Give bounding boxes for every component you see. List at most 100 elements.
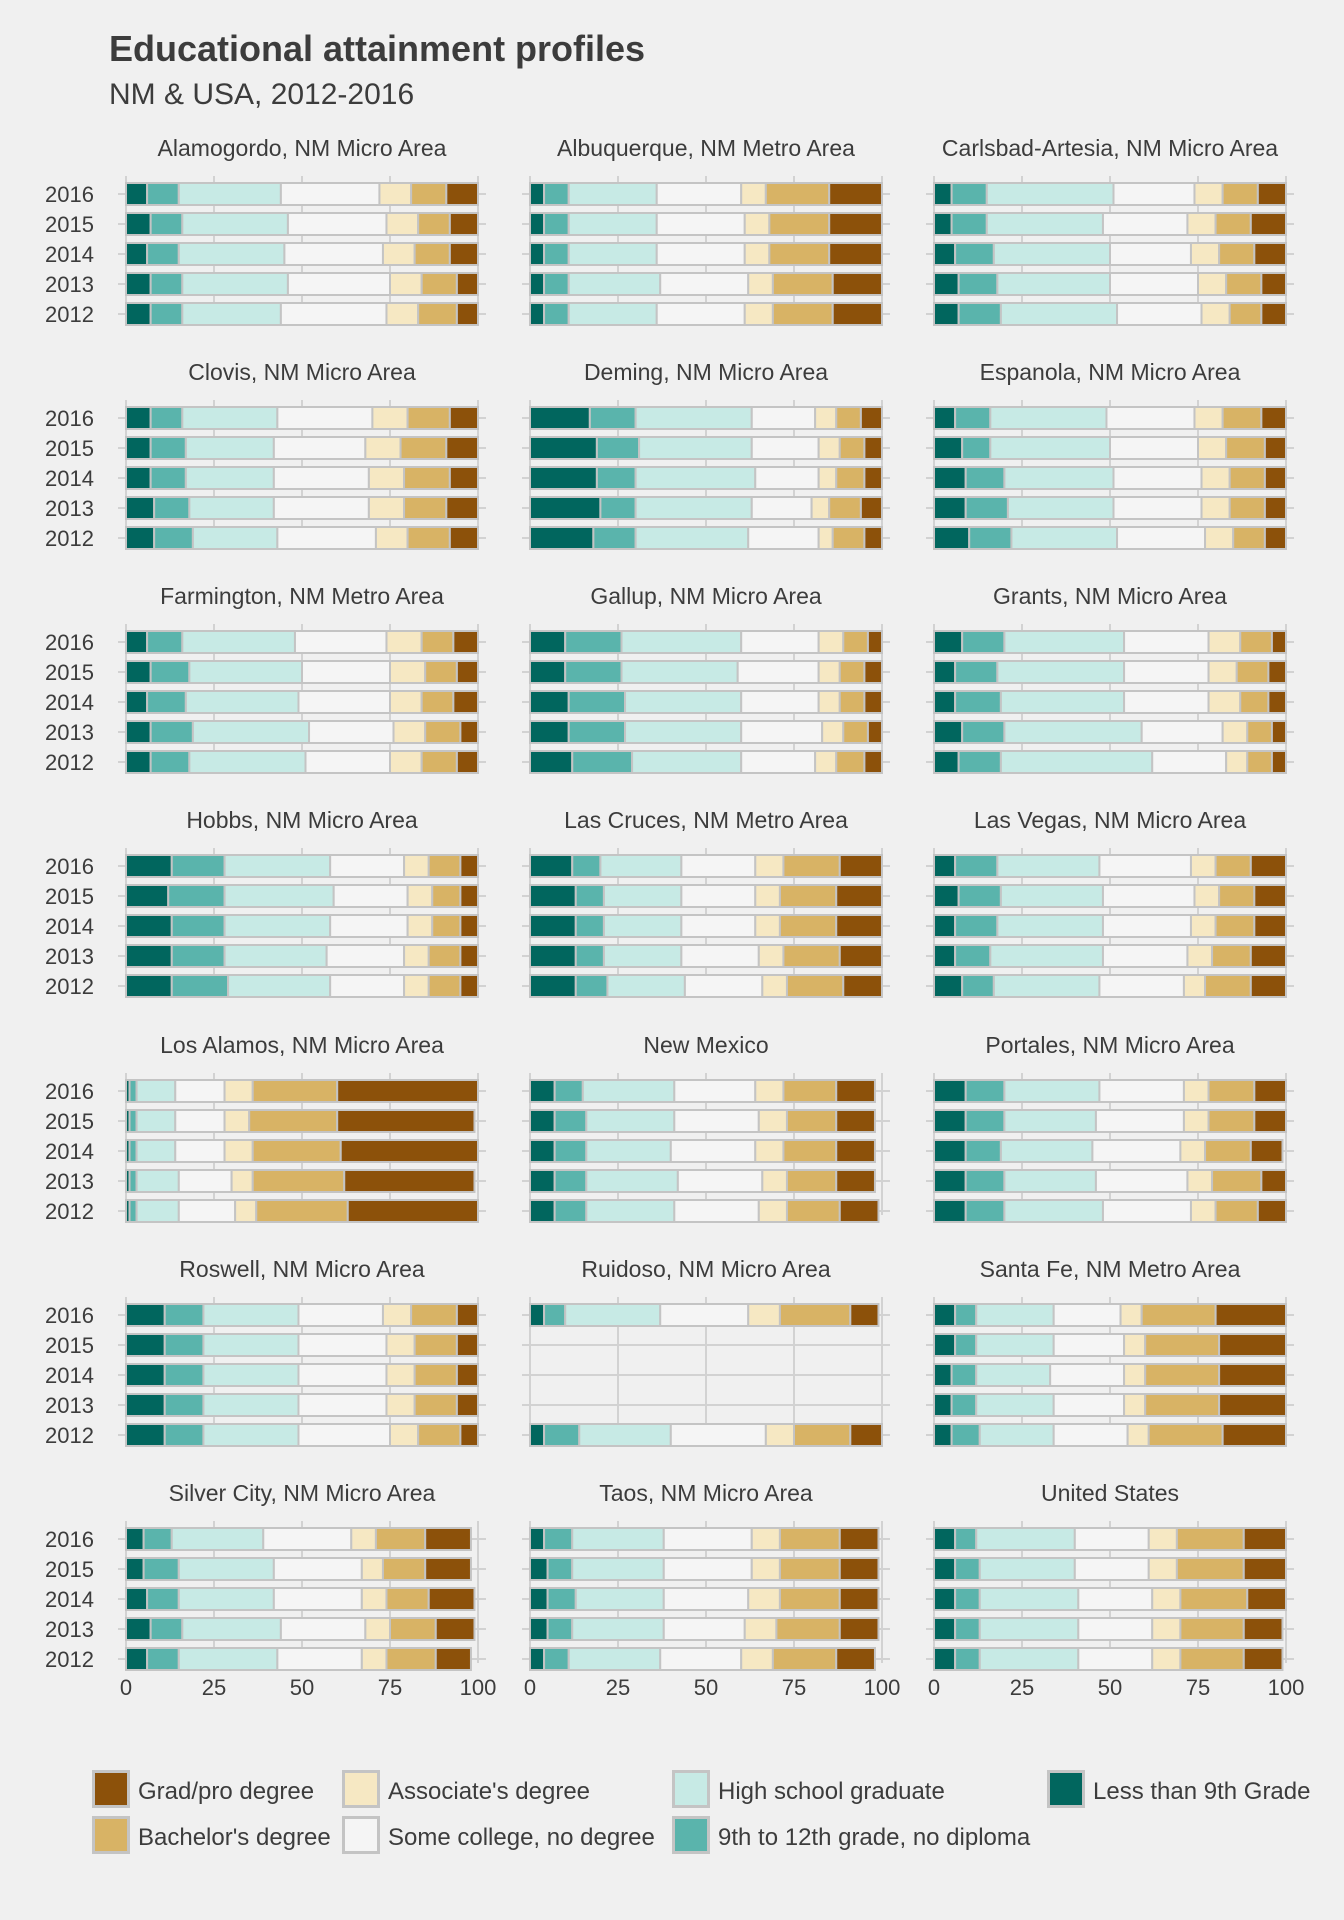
bar-segment: Ruidoso, NM Micro Area 2012 – Bachelor's… [793, 1423, 852, 1447]
bar-segment: Hobbs, NM Micro Area 2013 – Grad/pro deg… [459, 944, 479, 968]
bar-segment: United States 2014 – Less than 9th Grade… [933, 1587, 957, 1611]
bar-segment: Silver City, NM Micro Area 2013 – Grad/p… [434, 1617, 476, 1641]
bar-segment: Taos, NM Micro Area 2015 – Associate's d… [750, 1557, 781, 1581]
bar-segment: Las Vegas, NM Micro Area 2016 – Associat… [1189, 854, 1217, 878]
bar-segment: Taos, NM Micro Area 2013 – Associate's d… [743, 1617, 778, 1641]
bar-segment: Alamogordo, NM Micro Area 2012 – Bachelo… [417, 302, 458, 326]
bar-segment: Roswell, NM Micro Area 2014 – Some colle… [297, 1363, 388, 1387]
bar-segment: Albuquerque, NM Metro Area 2014 – Associ… [743, 242, 771, 266]
bar-segment: Farmington, NM Metro Area 2014 – Bachelo… [420, 690, 455, 714]
bar-segment: Deming, NM Micro Area 2013 – Less than 9… [529, 496, 602, 520]
facet-title: Silver City, NM Micro Area [169, 1480, 436, 1506]
bar-segment: Santa Fe, NM Metro Area 2012 – Bachelor'… [1147, 1423, 1224, 1447]
bar-segment: Santa Fe, NM Metro Area 2012 – Some coll… [1052, 1423, 1129, 1447]
bar-segment: Silver City, NM Micro Area 2012 – Some c… [276, 1647, 363, 1671]
bar-segment: Santa Fe, NM Metro Area 2012 – High scho… [978, 1423, 1055, 1447]
bar-segment: Grants, NM Micro Area 2013 – High school… [1003, 720, 1143, 744]
bar-segment: Albuquerque, NM Metro Area 2013 – High s… [567, 272, 662, 296]
bar-segment: Espanola, NM Micro Area 2016 – Less than… [933, 406, 957, 430]
bar-segment: Grants, NM Micro Area 2013 – Less than 9… [933, 720, 964, 744]
bar-segment: Los Alamos, NM Micro Area 2012 – Bachelo… [255, 1199, 349, 1223]
bar-segment: Los Alamos, NM Micro Area 2015 – Associa… [223, 1109, 251, 1133]
facet-title: Las Cruces, NM Metro Area [564, 807, 848, 833]
bar-segment: Las Cruces, NM Metro Area 2016 – High sc… [599, 854, 683, 878]
bar-segment: Portales, NM Micro Area 2016 – Bachelor'… [1207, 1079, 1256, 1103]
bar-segment: Gallup, NM Micro Area 2014 – Bachelor's … [838, 690, 866, 714]
bar-segment: Roswell, NM Micro Area 2014 – Less than … [125, 1363, 166, 1387]
bar-segment: Deming, NM Micro Area 2016 – Less than 9… [529, 406, 591, 430]
bar-segment: Las Cruces, NM Metro Area 2015 – Associa… [754, 884, 781, 908]
bar-segment: Roswell, NM Micro Area 2013 – Some colle… [297, 1393, 388, 1417]
bar-segment: Carlsbad-Artesia, NM Micro Area 2014 – A… [1189, 242, 1221, 266]
bar-segment: Las Cruces, NM Metro Area 2013 – Associa… [757, 944, 785, 968]
facet-title: Carlsbad-Artesia, NM Micro Area [942, 135, 1278, 161]
bar-segment: Gallup, NM Micro Area 2012 – High school… [631, 750, 743, 774]
bar-segment: Gallup, NM Micro Area 2013 – High school… [624, 720, 743, 744]
bar-segment: Las Cruces, NM Metro Area 2012 – Less th… [529, 974, 577, 998]
bar-segment: Carlsbad-Artesia, NM Micro Area 2014 – L… [933, 242, 957, 266]
bar-segment: Taos, NM Micro Area 2013 – Some college,… [662, 1617, 746, 1641]
bar-segment: Silver City, NM Micro Area 2016 – Grad/p… [424, 1527, 472, 1551]
faceted-bar-chart: Alamogordo, NM Micro Area 2016 2015 2014 201… [45, 135, 1304, 1700]
bar-segment: Espanola, NM Micro Area 2015 – Grad/pro … [1263, 436, 1288, 460]
bar-segment: Las Cruces, NM Metro Area 2014 – Some co… [680, 914, 757, 938]
bar-segment: Grants, NM Micro Area 2012 – High school… [999, 750, 1154, 774]
bar-segment: Silver City, NM Micro Area 2015 – 9th to… [142, 1557, 180, 1581]
x-tick-label: 100 [864, 1675, 901, 1700]
bar-segment: New Mexico 2013 – Some college, no degre… [676, 1169, 764, 1193]
bar-segment: Carlsbad-Artesia, NM Micro Area 2013 – A… [1197, 272, 1228, 296]
legend-swatch [342, 1770, 380, 1808]
x-tick-label: 50 [290, 1675, 314, 1700]
bar-segment: Las Vegas, NM Micro Area 2016 – Some col… [1098, 854, 1192, 878]
bar-segment: Las Vegas, NM Micro Area 2013 – High sch… [989, 944, 1104, 968]
bar-segment: Grants, NM Micro Area 2013 – Grad/pro de… [1270, 720, 1288, 744]
x-tick-label: 25 [1010, 1675, 1034, 1700]
bar-segment: Taos, NM Micro Area 2014 – Some college,… [662, 1587, 750, 1611]
bar-segment: Taos, NM Micro Area 2012 – High school g… [567, 1647, 662, 1671]
bar-segment: Deming, NM Micro Area 2012 – 9th to 12th… [592, 526, 637, 550]
bar-segment: New Mexico 2013 – Grad/pro degree: 11 [835, 1169, 876, 1193]
bar-segment: Las Vegas, NM Micro Area 2012 – High sch… [992, 974, 1101, 998]
bar-segment: Portales, NM Micro Area 2012 – 9th to 12… [964, 1199, 1006, 1223]
y-tick-label: 2012 [45, 526, 94, 551]
bar-segment: New Mexico 2012 – 9th to 12th grade, no … [553, 1199, 588, 1223]
bar-segment: Deming, NM Micro Area 2013 – Some colleg… [750, 496, 813, 520]
bar-segment: Hobbs, NM Micro Area 2013 – 9th to 12th … [170, 944, 226, 968]
y-tick-label: 2013 [45, 720, 94, 745]
bar-segment: Clovis, NM Micro Area 2013 – Less than 9… [125, 496, 156, 520]
bar-segment: Deming, NM Micro Area 2016 – Associate's… [814, 406, 838, 430]
bar-segment: Las Vegas, NM Micro Area 2013 – Less tha… [933, 944, 957, 968]
bar-segment: Grants, NM Micro Area 2014 – Some colleg… [1123, 690, 1210, 714]
facet-title: Hobbs, NM Micro Area [186, 807, 418, 833]
bar-segment: Taos, NM Micro Area 2012 – 9th to 12th g… [543, 1647, 570, 1671]
bar-segment: Clovis, NM Micro Area 2012 – Bachelor's … [406, 526, 451, 550]
bar-segment: Santa Fe, NM Metro Area 2016 – 9th to 12… [954, 1303, 978, 1327]
bar-segment: Santa Fe, NM Metro Area 2015 – 9th to 12… [954, 1333, 978, 1357]
legend-swatch [1047, 1770, 1085, 1808]
bar-segment: Las Cruces, NM Metro Area 2015 – High sc… [602, 884, 683, 908]
bar-segment: Taos, NM Micro Area 2016 – Less than 9th… [529, 1527, 546, 1551]
bar-segment: Grants, NM Micro Area 2016 – Grad/pro de… [1270, 630, 1288, 654]
bar-segment: Grants, NM Micro Area 2013 – 9th to 12th… [961, 720, 1006, 744]
bar-segment: United States 2012 – Bachelor's degree: … [1179, 1647, 1245, 1671]
bar-segment: Portales, NM Micro Area 2013 – 9th to 12… [964, 1169, 1006, 1193]
bar-segment: Roswell, NM Micro Area 2012 – 9th to 12t… [163, 1423, 205, 1447]
bar-segment: Silver City, NM Micro Area 2015 – Less t… [125, 1557, 145, 1581]
bar-segment: Roswell, NM Micro Area 2013 – Less than … [125, 1393, 166, 1417]
y-tick-label: 2015 [45, 1109, 94, 1134]
bar-segment: Hobbs, NM Micro Area 2015 – Bachelor's d… [431, 884, 462, 908]
bar-segment: New Mexico 2015 – Bachelor's degree: 14 [785, 1109, 838, 1133]
bar-segment: New Mexico 2015 – Some college, no degre… [673, 1109, 760, 1133]
y-tick-label: 2013 [45, 1393, 94, 1418]
bar-segment: Las Cruces, NM Metro Area 2012 – High sc… [606, 974, 686, 998]
bar-segment: Santa Fe, NM Metro Area 2016 – Some coll… [1052, 1303, 1122, 1327]
bar-segment: Las Cruces, NM Metro Area 2015 – Some co… [680, 884, 757, 908]
bar-segment: Albuquerque, NM Metro Area 2015 – Associ… [743, 212, 771, 236]
bar-segment: Taos, NM Micro Area 2014 – Bachelor's de… [778, 1587, 841, 1611]
bar-segment: Silver City, NM Micro Area 2016 – High s… [170, 1527, 265, 1551]
y-tick-label: 2012 [45, 1199, 94, 1224]
bar-segment: New Mexico 2012 – Associate's degree: 8 [757, 1199, 788, 1223]
bar-segment: Grants, NM Micro Area 2012 – Some colleg… [1151, 750, 1228, 774]
bar-segment: Farmington, NM Metro Area 2015 – High sc… [188, 660, 303, 684]
bar-segment: Santa Fe, NM Metro Area 2014 – Less than… [933, 1363, 953, 1387]
